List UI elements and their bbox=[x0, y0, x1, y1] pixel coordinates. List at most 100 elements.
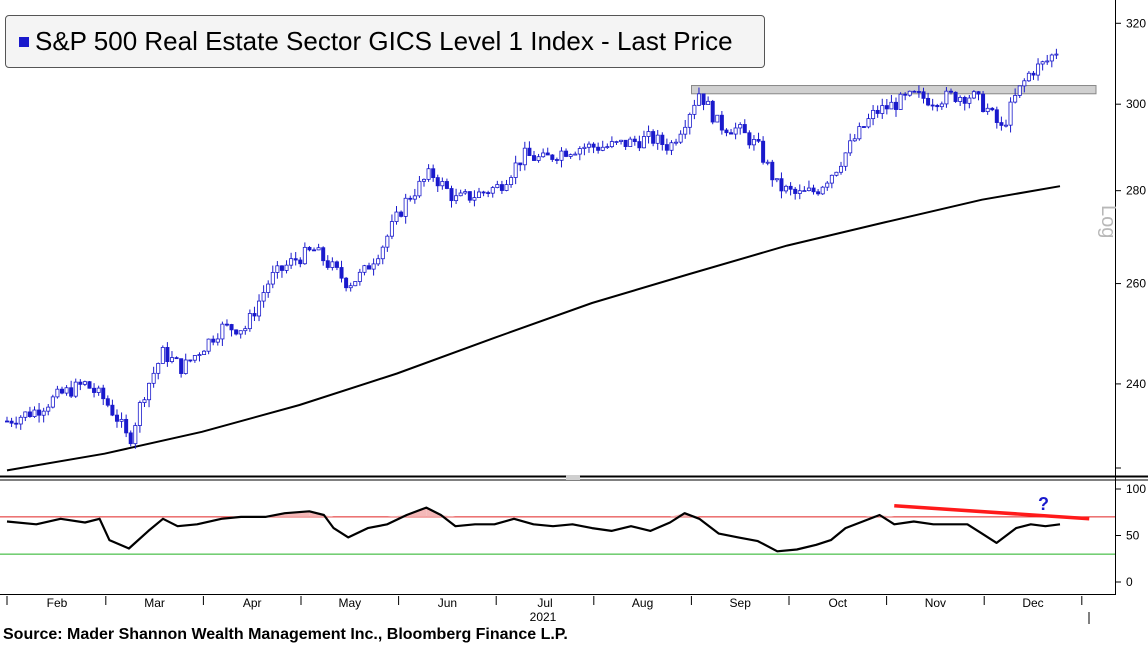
candle bbox=[1031, 71, 1036, 80]
candle-body bbox=[353, 281, 358, 287]
candle-body bbox=[224, 323, 229, 326]
candle-body bbox=[399, 211, 404, 217]
candle-body bbox=[463, 191, 468, 194]
candle-body bbox=[660, 134, 665, 145]
candle bbox=[660, 132, 665, 151]
price-panel bbox=[5, 48, 1097, 472]
candle-body bbox=[921, 91, 926, 99]
candle bbox=[967, 94, 972, 109]
candle bbox=[875, 105, 880, 118]
candle bbox=[27, 406, 32, 418]
candle-body bbox=[137, 402, 142, 426]
candle bbox=[298, 257, 303, 268]
candle-body bbox=[806, 187, 811, 192]
candle-body bbox=[114, 414, 119, 422]
candle bbox=[215, 333, 220, 346]
candle-body bbox=[481, 191, 486, 194]
candle-body bbox=[761, 140, 766, 163]
candle-body bbox=[261, 292, 266, 302]
legend-title-box: S&P 500 Real Estate Sector GICS Level 1 … bbox=[5, 15, 765, 68]
candle bbox=[316, 243, 321, 251]
candle bbox=[137, 400, 142, 433]
candle bbox=[1036, 58, 1041, 81]
candle bbox=[903, 92, 908, 101]
candle-body bbox=[247, 313, 252, 330]
candle bbox=[142, 397, 147, 407]
candle-body bbox=[389, 221, 394, 237]
candle-body bbox=[614, 141, 619, 143]
candle bbox=[1026, 71, 1031, 82]
candle bbox=[321, 246, 326, 266]
candle-body bbox=[747, 132, 752, 146]
candle-body bbox=[976, 91, 981, 95]
candle bbox=[898, 92, 903, 110]
candle bbox=[18, 415, 23, 430]
candle bbox=[472, 190, 477, 207]
candle bbox=[600, 140, 605, 152]
candle bbox=[458, 189, 463, 197]
candle-body bbox=[334, 261, 339, 268]
candle bbox=[179, 358, 184, 378]
candle-body bbox=[312, 249, 317, 252]
candle-body bbox=[417, 180, 422, 197]
candle bbox=[985, 103, 990, 115]
candle-body bbox=[270, 272, 275, 285]
candle bbox=[669, 140, 674, 156]
candle bbox=[586, 141, 591, 153]
candle-body bbox=[536, 156, 541, 161]
candle-body bbox=[527, 147, 532, 156]
candle bbox=[367, 262, 372, 270]
candle bbox=[284, 260, 289, 274]
candle bbox=[224, 319, 229, 327]
candle-body bbox=[962, 96, 967, 104]
candle-body bbox=[990, 107, 995, 111]
candle bbox=[257, 294, 262, 322]
candle-body bbox=[9, 420, 14, 424]
month-label: Jun bbox=[438, 596, 457, 610]
candle bbox=[683, 119, 688, 139]
candle-body bbox=[696, 93, 701, 106]
candle bbox=[101, 384, 106, 406]
candle bbox=[41, 407, 46, 423]
question-mark: ? bbox=[1038, 494, 1049, 514]
candle-body bbox=[1031, 72, 1036, 76]
candle bbox=[834, 171, 839, 177]
candle-body bbox=[531, 155, 536, 161]
candle-body bbox=[289, 258, 294, 266]
candle bbox=[609, 136, 614, 149]
candle bbox=[151, 366, 156, 388]
candle-body bbox=[756, 139, 761, 142]
candle-body bbox=[816, 191, 821, 195]
candle bbox=[229, 323, 234, 337]
candle-body bbox=[394, 211, 399, 222]
candle bbox=[518, 162, 523, 172]
candle-body bbox=[156, 363, 161, 374]
candle-body bbox=[69, 387, 74, 397]
candle bbox=[999, 116, 1004, 131]
candle-body bbox=[325, 260, 330, 268]
candle-body bbox=[591, 143, 596, 148]
candle bbox=[481, 190, 486, 197]
candle bbox=[829, 174, 834, 189]
candle bbox=[545, 147, 550, 156]
candle-body bbox=[834, 171, 839, 176]
candle bbox=[550, 154, 555, 162]
candle-body bbox=[866, 118, 871, 128]
candle-body bbox=[160, 347, 165, 364]
candle-body bbox=[930, 104, 935, 107]
candle-body bbox=[32, 409, 37, 418]
candle-body bbox=[252, 313, 257, 317]
candle bbox=[880, 98, 885, 119]
candle-body bbox=[568, 154, 573, 157]
candle bbox=[962, 95, 967, 111]
candle-body bbox=[1045, 60, 1050, 63]
candle-body bbox=[238, 330, 243, 335]
candle bbox=[353, 281, 358, 287]
candle-body bbox=[73, 381, 78, 397]
candle bbox=[971, 90, 976, 100]
candle-body bbox=[518, 162, 523, 166]
candle bbox=[664, 138, 669, 155]
candle bbox=[82, 380, 87, 387]
candle-body bbox=[46, 406, 51, 412]
candle-body bbox=[321, 247, 326, 262]
